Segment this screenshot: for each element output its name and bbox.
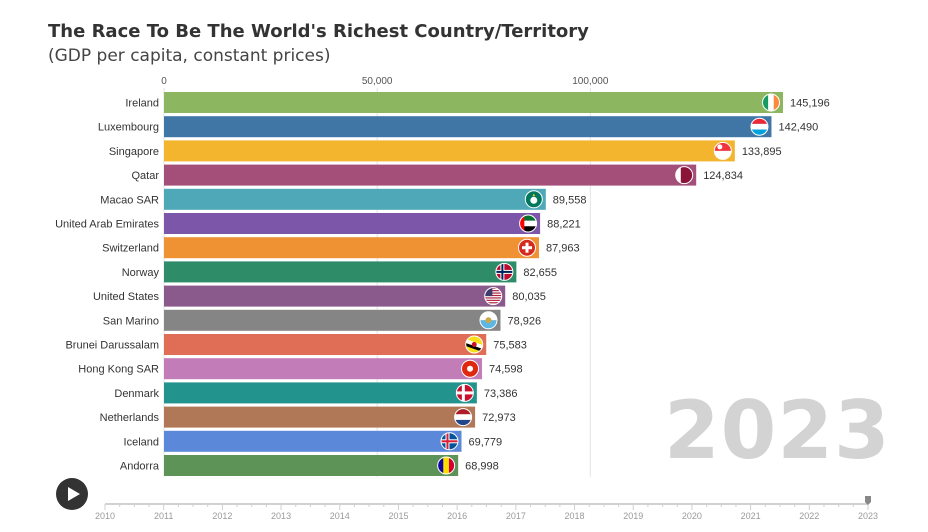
category-label: Denmark (114, 388, 159, 400)
x-tick-label: 100,000 (572, 76, 609, 87)
timeline-year-label: 2014 (330, 511, 350, 521)
current-year-label: 2023 (664, 384, 891, 477)
bar (164, 237, 540, 259)
norway-flag-icon (495, 262, 514, 281)
san-marino-flag-icon (479, 311, 498, 330)
x-axis: 0 50,000 100,000 (161, 76, 609, 87)
bar (164, 92, 783, 113)
play-icon (68, 487, 80, 501)
x-tick-label: 0 (161, 76, 167, 87)
bar (164, 261, 517, 283)
category-label: United Arab Emirates (55, 219, 159, 231)
category-label: Hong Kong SAR (78, 364, 159, 376)
timeline-year-label: 2013 (271, 511, 291, 521)
bar (164, 164, 697, 186)
value-label: 88,221 (547, 219, 581, 231)
category-label: San Marino (103, 315, 159, 327)
category-label: Norway (122, 267, 160, 279)
value-label: 68,998 (465, 461, 499, 473)
timeline-year-label: 2023 (858, 511, 878, 521)
value-label: 78,926 (507, 315, 541, 327)
category-label: Luxembourg (98, 122, 159, 134)
timeline-year-label: 2010 (95, 511, 115, 521)
denmark-flag-icon (455, 383, 474, 402)
value-label: 75,583 (493, 340, 527, 352)
luxembourg-flag-icon (750, 117, 769, 136)
macao-flag-icon (524, 190, 543, 209)
netherlands-flag-icon (454, 408, 473, 427)
chart-title: The Race To Be The World's Richest Count… (48, 21, 589, 42)
bar (164, 188, 546, 210)
timeline-year-label: 2016 (447, 511, 467, 521)
value-label: 89,558 (553, 194, 587, 206)
category-label: Macao SAR (100, 194, 159, 206)
value-label: 69,779 (468, 436, 502, 448)
category-label: Andorra (120, 461, 160, 473)
x-tick-label: 50,000 (362, 76, 393, 87)
ireland-flag-icon (762, 93, 780, 112)
category-label: Iceland (124, 436, 159, 448)
singapore-flag-icon (713, 141, 732, 160)
timeline-year-label: 2022 (799, 511, 819, 521)
category-label: Ireland (125, 98, 159, 110)
category-label: Switzerland (102, 243, 159, 255)
bar (164, 358, 483, 380)
category-label: Qatar (131, 170, 159, 182)
andorra-flag-icon (437, 456, 456, 475)
timeline-year-label: 2011 (154, 511, 173, 521)
iceland-flag-icon (440, 432, 459, 451)
category-label: Singapore (109, 146, 159, 158)
timeline-year-label: 2021 (741, 511, 761, 521)
timeline-handle[interactable] (865, 496, 871, 505)
category-label: Brunei Darussalam (65, 340, 159, 352)
timeline-slider[interactable]: 2010 2011 2012 2013 2014 2015 2016 2017 2018 2019… (95, 496, 878, 521)
timeline-year-label: 2020 (682, 511, 702, 521)
bar (164, 430, 462, 452)
value-label: 133,895 (742, 146, 782, 158)
bars: Ireland 145,196 Luxembourg 142,490 Singapore… (55, 92, 830, 476)
timeline-year-label: 2017 (506, 511, 526, 521)
bar (164, 455, 459, 476)
usa-flag-icon (484, 287, 503, 306)
switzerland-flag-icon (518, 238, 537, 257)
timeline-year-label: 2015 (388, 511, 408, 521)
bar (164, 213, 541, 234)
uae-flag-icon (519, 214, 538, 233)
bar (164, 116, 772, 138)
value-label: 87,963 (546, 243, 580, 255)
value-label: 82,655 (523, 267, 557, 279)
category-label: United States (93, 291, 160, 303)
value-label: 73,386 (484, 388, 518, 400)
qatar-flag-icon (675, 166, 694, 185)
bar (164, 406, 476, 428)
category-label: Netherlands (100, 412, 160, 424)
bar (164, 140, 735, 162)
value-label: 74,598 (489, 364, 523, 376)
timeline-year-label: 2012 (212, 511, 232, 521)
value-label: 145,196 (790, 98, 830, 110)
bar (164, 309, 501, 331)
value-label: 124,834 (703, 170, 743, 182)
timeline-year-label: 2018 (565, 511, 585, 521)
value-label: 142,490 (778, 122, 818, 134)
play-button[interactable] (56, 478, 88, 510)
hong-kong-flag-icon (461, 359, 480, 378)
timeline-year-label: 2019 (623, 511, 643, 521)
chart-subtitle: (GDP per capita, constant prices) (48, 46, 331, 66)
bar (164, 285, 506, 307)
value-label: 80,035 (512, 291, 546, 303)
value-label: 72,973 (482, 412, 516, 424)
bar (164, 382, 477, 404)
brunei-flag-icon (465, 335, 484, 354)
bar (164, 334, 487, 355)
